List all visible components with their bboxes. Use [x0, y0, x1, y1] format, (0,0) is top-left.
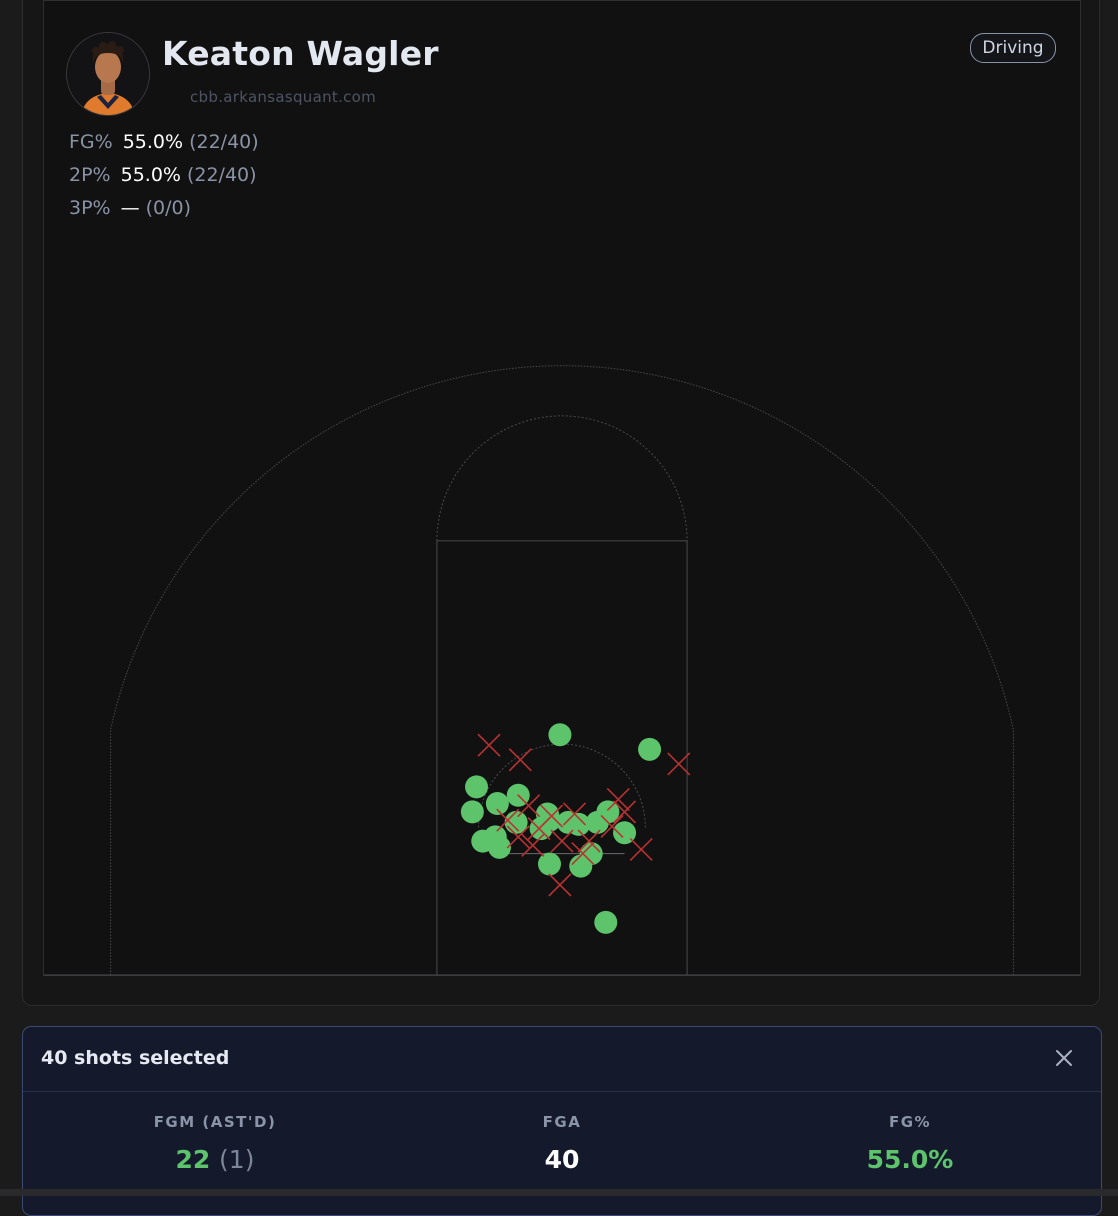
close-button[interactable] [1051, 1045, 1077, 1071]
shot-chart [43, 0, 1081, 976]
fgm-metric: FGM (AST'D) 22 (1) [65, 1113, 365, 1174]
fgpct-metric: FG% 55.0% [760, 1113, 1060, 1174]
missed-shot-marker[interactable] [548, 873, 572, 897]
two-point-stat-line: 2P% 55.0% (22/40) [69, 164, 257, 186]
fga-value: 40 [544, 1145, 580, 1174]
made-shot-marker[interactable] [460, 800, 484, 824]
fg-label: FG% [69, 131, 113, 153]
two-point-pct: 55.0% [120, 164, 181, 186]
fg-pct: 55.0% [122, 131, 184, 153]
made-shot-marker[interactable] [471, 829, 495, 853]
three-point-label: 3P% [69, 197, 111, 219]
missed-shot-marker[interactable] [521, 833, 545, 857]
missed-shot-marker[interactable] [600, 814, 624, 839]
fgpct-label: FG% [888, 1113, 932, 1131]
missed-shot-marker[interactable] [629, 837, 653, 861]
missed-shot-marker[interactable] [496, 808, 520, 832]
free-throw-circle [436, 415, 688, 541]
selection-panel: 40 shots selected FGM (AST'D) 22 (1) FGA… [22, 1026, 1102, 1216]
source-watermark: cbb.arkansasquant.com [190, 88, 377, 106]
fga-metric: FGA 40 [412, 1113, 712, 1174]
player-avatar [66, 32, 150, 116]
made-shot-marker[interactable] [485, 792, 509, 816]
two-point-label: 2P% [69, 164, 111, 186]
missed-shot-marker[interactable] [667, 752, 691, 776]
three-point-pct: — [120, 197, 140, 219]
made-shot-marker[interactable] [465, 775, 489, 799]
fgm-label: FGM (AST'D) [153, 1113, 277, 1131]
three-point-ratio: (0/0) [145, 197, 192, 219]
close-icon [1056, 1050, 1072, 1066]
player-name: Keaton Wagler [162, 34, 439, 73]
fg-ratio: (22/40) [189, 131, 259, 153]
made-shot-marker[interactable] [548, 723, 572, 747]
filter-badge-driving[interactable]: Driving [970, 33, 1056, 63]
missed-shot-marker[interactable] [562, 802, 587, 826]
missed-shot-marker[interactable] [550, 829, 574, 853]
missed-shot-marker[interactable] [577, 829, 601, 853]
fg-stat-line: FG% 55.0% (22/40) [69, 131, 259, 153]
selection-title: 40 shots selected [41, 1047, 230, 1069]
made-shot-marker[interactable] [638, 737, 662, 761]
made-shot-marker[interactable] [537, 852, 561, 876]
fga-label: FGA [542, 1113, 582, 1131]
court-svg [44, 365, 1080, 976]
fgm-assisted: (1) [219, 1145, 255, 1174]
made-shot-marker[interactable] [537, 808, 561, 832]
two-point-ratio: (22/40) [186, 164, 257, 186]
made-shot-marker[interactable] [569, 854, 593, 878]
player-headshot-icon [67, 33, 149, 115]
selection-panel-header: 40 shots selected [23, 1027, 1101, 1092]
page-bottom-edge [0, 1189, 1118, 1196]
missed-shot-marker[interactable] [571, 842, 595, 866]
paint-lane [436, 540, 688, 976]
missed-shot-marker[interactable] [517, 794, 541, 818]
missed-shot-marker[interactable] [508, 748, 532, 772]
missed-shot-marker[interactable] [477, 733, 501, 757]
three-point-stat-line: 3P% — (0/0) [69, 197, 191, 219]
fgpct-value: 55.0% [866, 1145, 954, 1174]
missed-shot-marker[interactable] [540, 804, 564, 828]
fgm-value: 22 [175, 1145, 211, 1174]
missed-shot-marker[interactable] [606, 787, 630, 811]
missed-shot-marker[interactable] [612, 800, 637, 824]
made-shot-marker[interactable] [594, 910, 618, 934]
missed-shot-marker[interactable] [506, 825, 530, 849]
